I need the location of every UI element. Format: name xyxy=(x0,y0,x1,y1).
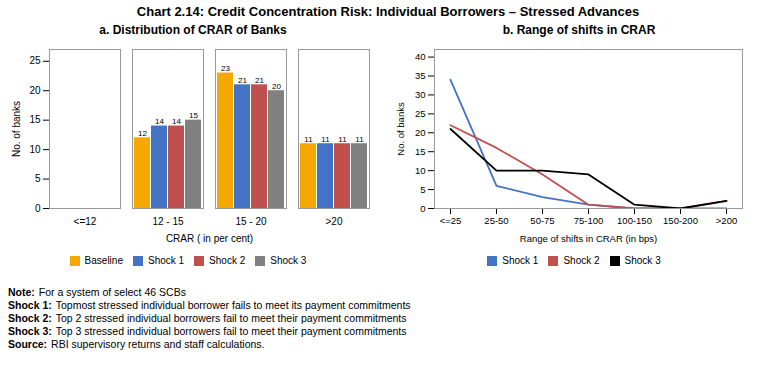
html-text:Shock 3: Top 3 stressed indivi: Shock 3: Top 3 stressed individual borro… xyxy=(8,325,407,337)
html-text:a. Distribution of CRAR of Ban: a. Distribution of CRAR of Banks xyxy=(99,23,287,37)
svg-text:23: 23 xyxy=(221,64,230,73)
svg-text:150-200: 150-200 xyxy=(663,215,698,226)
svg-text:>20: >20 xyxy=(326,216,343,227)
html-text:Chart 2.14: Credit Concentrati: Chart 2.14: Credit Concentration Risk: I… xyxy=(136,4,640,19)
svg-text:35: 35 xyxy=(415,70,426,81)
html-text:Note: For a system of select 4: Note: For a system of select 46 SCBs xyxy=(8,286,186,298)
html-text:Baseline: Baseline xyxy=(84,255,123,266)
svg-text:>200: >200 xyxy=(716,215,737,226)
svg-text:14: 14 xyxy=(155,117,164,126)
svg-text:Range of shifts in CRAR (in bp: Range of shifts in CRAR (in bps) xyxy=(520,233,657,244)
svg-text:15 - 20: 15 - 20 xyxy=(235,216,267,227)
svg-text:No. of banks: No. of banks xyxy=(395,102,406,156)
svg-text:14: 14 xyxy=(172,117,181,126)
svg-text:11: 11 xyxy=(355,135,364,144)
svg-text:40: 40 xyxy=(415,51,426,62)
html-text:Shock 1: Topmost stressed indi: Shock 1: Topmost stressed individual bor… xyxy=(8,299,411,311)
html-text:Shock 2: Shock 2 xyxy=(563,255,600,266)
svg-text:20: 20 xyxy=(272,82,281,91)
svg-text:30: 30 xyxy=(415,89,426,100)
svg-text:75-100: 75-100 xyxy=(574,215,604,226)
svg-text:15: 15 xyxy=(415,146,426,157)
html-text:Shock 1: Shock 1 xyxy=(502,255,539,266)
svg-text:11: 11 xyxy=(304,135,313,144)
svg-text:0: 0 xyxy=(35,203,41,214)
html-text:Shock 3: Shock 3 xyxy=(270,255,307,266)
svg-text:12: 12 xyxy=(138,129,147,138)
html-text:b. Range of shifts in CRAR: b. Range of shifts in CRAR xyxy=(502,23,656,37)
svg-text:20: 20 xyxy=(29,85,41,96)
svg-text:<=12: <=12 xyxy=(74,216,97,227)
svg-text:20: 20 xyxy=(415,127,426,138)
svg-text:15: 15 xyxy=(29,114,41,125)
svg-text:5: 5 xyxy=(420,184,425,195)
svg-text:12 - 15: 12 - 15 xyxy=(152,216,184,227)
svg-text:11: 11 xyxy=(321,135,330,144)
svg-text:10: 10 xyxy=(29,144,41,155)
html-text:Source: RBI supervisory return: Source: RBI supervisory returns and staf… xyxy=(8,338,265,350)
svg-text:No. of banks: No. of banks xyxy=(11,101,22,157)
svg-text:50-75: 50-75 xyxy=(530,215,554,226)
html-text:Shock 2: Shock 2 xyxy=(209,255,246,266)
svg-text:0: 0 xyxy=(420,203,425,214)
svg-text:25-50: 25-50 xyxy=(484,215,508,226)
svg-text:11: 11 xyxy=(338,135,347,144)
html-text:Shock 1: Shock 1 xyxy=(148,255,185,266)
html-text:Shock 2: Top 2 stressed indivi: Shock 2: Top 2 stressed individual borro… xyxy=(8,312,407,324)
svg-text:25: 25 xyxy=(29,55,41,66)
svg-text:100-150: 100-150 xyxy=(617,215,652,226)
svg-text:21: 21 xyxy=(238,76,247,85)
svg-text:21: 21 xyxy=(255,76,264,85)
svg-text:CRAR ( in per cent): CRAR ( in per cent) xyxy=(166,233,253,244)
svg-text:10: 10 xyxy=(415,165,426,176)
svg-text:<=25: <=25 xyxy=(440,215,462,226)
svg-text:25: 25 xyxy=(415,108,426,119)
html-text:Shock 3: Shock 3 xyxy=(624,255,661,266)
svg-text:15: 15 xyxy=(189,111,198,120)
svg-text:5: 5 xyxy=(35,173,41,184)
